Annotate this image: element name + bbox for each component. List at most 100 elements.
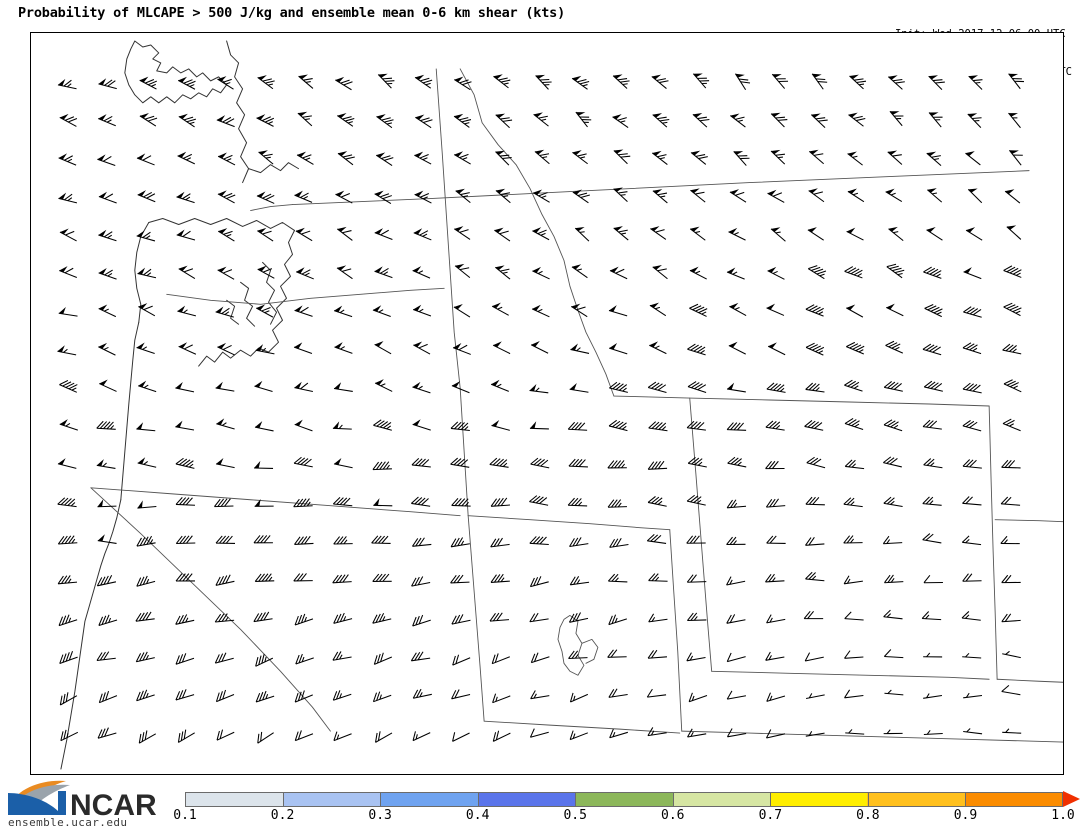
colorbar-tick bbox=[380, 792, 382, 807]
wind-barb bbox=[490, 573, 510, 583]
wind-barb bbox=[138, 303, 156, 317]
wind-barb bbox=[217, 190, 236, 204]
wind-barb bbox=[923, 730, 943, 736]
wind-barb bbox=[215, 535, 236, 544]
wind-barb bbox=[888, 226, 904, 242]
wind-barb bbox=[491, 653, 510, 665]
wind-barb bbox=[883, 419, 903, 432]
wind-barb bbox=[175, 496, 196, 506]
colorbar-tick-label: 0.4 bbox=[465, 808, 490, 823]
wind-barb bbox=[962, 496, 982, 506]
wind-barb bbox=[372, 461, 392, 471]
wind-barb bbox=[98, 267, 117, 280]
wind-barb bbox=[529, 421, 549, 430]
wind-barb bbox=[412, 731, 431, 742]
wind-barb bbox=[490, 497, 511, 507]
wind-barb bbox=[608, 419, 628, 432]
wind-barb bbox=[572, 189, 590, 204]
wind-barb bbox=[60, 729, 79, 742]
wind-barb bbox=[529, 495, 549, 506]
wind-barb bbox=[965, 227, 983, 241]
wind-barb bbox=[687, 728, 707, 738]
wind-barb bbox=[176, 191, 195, 204]
wind-barb bbox=[883, 609, 903, 620]
wind-barb bbox=[1001, 613, 1021, 623]
wind-barb bbox=[961, 611, 981, 621]
wind-barb bbox=[332, 690, 352, 701]
wind-barb bbox=[59, 113, 78, 127]
wind-barb bbox=[846, 304, 864, 318]
wind-barb bbox=[177, 729, 195, 743]
wind-barb bbox=[294, 190, 313, 203]
wind-barb bbox=[765, 573, 785, 583]
wind-barb bbox=[177, 76, 196, 90]
colorbar[interactable]: 0.1 0.2 0.3 0.4 0.5 0.6 0.7 0.8 0.9 1.0 bbox=[173, 791, 1080, 823]
wind-barb bbox=[883, 456, 902, 468]
border-layer bbox=[90, 68, 1063, 743]
wind-barb bbox=[332, 574, 352, 584]
wind-barb bbox=[175, 573, 195, 582]
wind-barb bbox=[927, 188, 943, 203]
wind-barb bbox=[883, 729, 903, 735]
wind-barb bbox=[293, 498, 313, 508]
wind-barb bbox=[136, 342, 155, 355]
wind-barb bbox=[923, 266, 942, 279]
wind-barb bbox=[414, 190, 432, 204]
wind-barb bbox=[844, 611, 864, 621]
wind-barb bbox=[375, 152, 394, 166]
wind-barb bbox=[926, 151, 942, 167]
wind-barb bbox=[805, 537, 825, 546]
wind-barb bbox=[256, 191, 275, 204]
wind-barb bbox=[58, 306, 78, 317]
wind-barb bbox=[569, 692, 589, 703]
colorbar-tick-label: 0.2 bbox=[270, 808, 295, 823]
wind-barb bbox=[887, 75, 905, 90]
wind-barb bbox=[843, 575, 863, 585]
wind-barb bbox=[923, 693, 943, 699]
wind-barb bbox=[726, 576, 746, 586]
wind-barb bbox=[923, 575, 943, 584]
wind-barb bbox=[451, 689, 471, 700]
wind-barb bbox=[139, 112, 158, 127]
wind-barb bbox=[136, 689, 155, 702]
wind-barb bbox=[450, 537, 470, 548]
wind-barb bbox=[97, 114, 116, 127]
wind-barb bbox=[491, 419, 510, 431]
wind-barb bbox=[453, 226, 471, 240]
page-title: Probability of MLCAPE > 500 J/kg and ens… bbox=[18, 5, 566, 21]
colorbar-bands[interactable] bbox=[185, 792, 1063, 807]
wind-barb bbox=[1003, 302, 1022, 317]
wind-barb bbox=[608, 305, 628, 317]
wind-barb bbox=[96, 575, 117, 587]
wind-barb bbox=[495, 113, 513, 129]
wind-barb bbox=[843, 535, 863, 544]
wind-barb bbox=[98, 342, 116, 356]
wind-barb bbox=[57, 345, 77, 356]
wind-barb bbox=[648, 613, 668, 623]
wind-barb bbox=[411, 457, 431, 468]
wind-barb bbox=[807, 227, 824, 241]
map-canvas[interactable] bbox=[30, 32, 1064, 775]
wind-barb bbox=[886, 303, 904, 317]
wind-barb bbox=[215, 574, 235, 586]
wind-barb bbox=[1003, 379, 1022, 393]
wind-barb bbox=[883, 649, 904, 659]
wind-barb bbox=[293, 573, 313, 582]
wind-barb bbox=[411, 576, 431, 587]
wind-barb bbox=[530, 652, 550, 664]
wind-barb bbox=[217, 266, 235, 280]
wind-barb bbox=[571, 264, 588, 279]
wind-barb bbox=[967, 188, 983, 204]
wind-barb bbox=[1003, 265, 1022, 278]
wind-barb bbox=[57, 497, 77, 508]
wind-barb bbox=[450, 457, 470, 468]
wind-barb bbox=[490, 537, 510, 548]
wind-barb bbox=[453, 113, 472, 128]
wind-barb bbox=[332, 496, 353, 507]
wind-barb bbox=[295, 227, 313, 242]
wind-barb bbox=[177, 305, 197, 317]
wind-barb bbox=[922, 343, 942, 356]
wind-barb bbox=[607, 573, 628, 583]
wind-barb bbox=[808, 149, 825, 165]
wind-barb bbox=[98, 78, 117, 90]
